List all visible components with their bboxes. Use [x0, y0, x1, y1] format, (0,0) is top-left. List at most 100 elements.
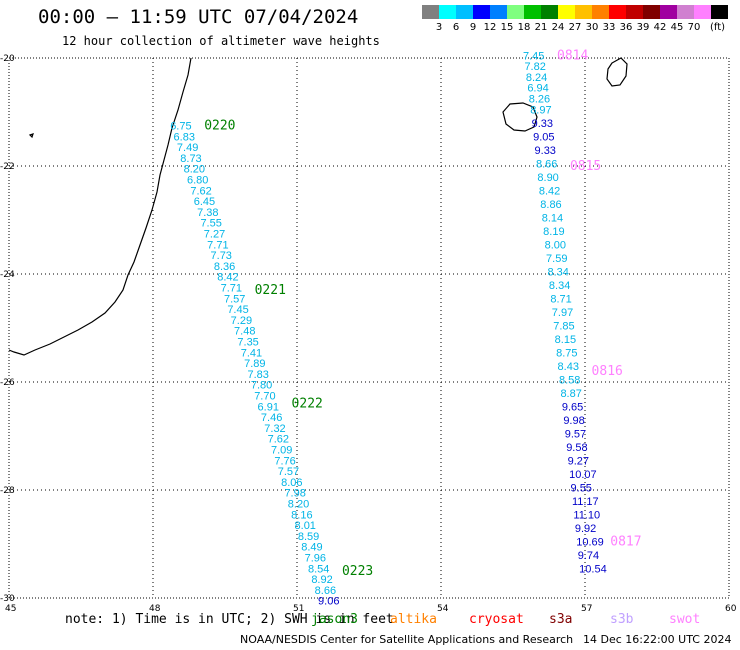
wave-height-value: 9.06 — [318, 596, 339, 608]
wave-height-value: 7.85 — [553, 320, 574, 332]
wave-height-value: 10.07 — [569, 469, 597, 481]
pass-time-label: 0814 — [557, 48, 588, 63]
pass-time-label: 0220 — [204, 119, 235, 134]
latitude-label: -24 — [0, 270, 15, 280]
legend-tick-label: 6 — [452, 22, 460, 33]
wave-height-value: 8.71 — [550, 293, 571, 305]
mission-name: s3a — [549, 612, 573, 627]
wave-height-value: 7.35 — [237, 337, 258, 349]
wave-height-value: 8.20 — [288, 499, 309, 511]
coastlines — [8, 57, 628, 356]
pass-time-label: 0815 — [570, 159, 601, 174]
wave-height-value: 8.58 — [559, 374, 580, 386]
latitude-label: -22 — [0, 162, 15, 172]
pass-track-east: 7.457.828.246.948.268.979.339.059.338.66… — [523, 48, 642, 575]
wave-height-value: 8.54 — [308, 563, 329, 575]
wave-height-value: 7.71 — [221, 283, 242, 295]
wave-height-value: 7.57 — [224, 293, 245, 305]
legend-tick-label: 15 — [500, 22, 514, 33]
wave-height-value: 7.82 — [524, 61, 545, 73]
wave-height-value: 8.59 — [298, 531, 319, 543]
wave-height-value: 6.45 — [194, 196, 215, 208]
wave-height-value: 8.42 — [217, 272, 238, 284]
wave-height-value: 9.74 — [578, 550, 599, 562]
pass-time-label: 0222 — [292, 397, 323, 412]
mission-name: cryosat — [469, 612, 524, 627]
wave-height-value: 11.10 — [573, 509, 600, 521]
longitude-label: 51 — [293, 604, 304, 614]
map-frame — [8, 57, 730, 599]
wave-height-value: 7.57 — [278, 466, 299, 478]
legend-tick-label: 45 — [670, 22, 684, 33]
reunion-island-outline — [502, 102, 538, 132]
wave-height-value: 9.33 — [532, 118, 553, 130]
wave-height-value: 8.49 — [301, 542, 322, 554]
pass-time-label: 0816 — [592, 364, 623, 379]
legend-swatch — [558, 5, 575, 19]
wave-height-value: 7.48 — [234, 326, 255, 338]
wave-height-value: 7.45 — [227, 304, 248, 316]
wave-height-value: 8.06 — [281, 477, 302, 489]
wave-height-value: 8.73 — [180, 153, 201, 165]
wave-height-value: 9.65 — [562, 401, 583, 413]
generation-timestamp: 14 Dec 16:22:00 UTC 2024 — [583, 633, 732, 646]
wave-height-value: 7.96 — [305, 553, 326, 565]
legend-tick-label: 3 — [435, 22, 443, 33]
legend-swatch — [609, 5, 626, 19]
legend-swatch — [711, 5, 728, 19]
latitude-label: -20 — [0, 54, 15, 64]
wave-height-value: 7.27 — [204, 229, 225, 241]
wave-height-value: 7.59 — [546, 253, 567, 265]
wave-height-value: 7.73 — [211, 250, 232, 262]
wave-height-value: 9.33 — [535, 145, 556, 157]
wave-height-value: 7.62 — [268, 434, 289, 446]
legend-tick-label: 12 — [483, 22, 497, 33]
legend-swatch — [660, 5, 677, 19]
legend-tick-label: 42 — [653, 22, 667, 33]
wave-height-value: 7.49 — [177, 142, 198, 154]
mission-name: jason3 — [311, 612, 358, 627]
wave-height-value: 6.91 — [258, 401, 279, 413]
wave-height-value: 9.57 — [565, 428, 586, 440]
mission-name: altika — [390, 612, 437, 627]
wave-height-value: 7.70 — [254, 391, 275, 403]
legend-swatch — [524, 5, 541, 19]
wave-height-value: 9.58 — [566, 442, 587, 454]
longitude-label: 57 — [581, 604, 592, 614]
legend-swatch — [694, 5, 711, 19]
wave-height-value: 7.55 — [200, 218, 221, 230]
legend-swatch — [626, 5, 643, 19]
longitude-label: 60 — [725, 604, 737, 614]
wave-height-value: 8.36 — [214, 261, 235, 273]
wave-height-value: 11.17 — [572, 496, 599, 508]
longitude-label: 45 — [5, 604, 16, 614]
wave-height-value: 8.16 — [291, 509, 312, 521]
wave-height-value: 7.71 — [207, 239, 228, 251]
wave-height-value: 8.42 — [539, 185, 560, 197]
wave-height-value: 7.38 — [197, 207, 218, 219]
wave-height-value: 6.80 — [187, 175, 208, 187]
graticule — [9, 58, 729, 598]
legend-tick-label: 21 — [534, 22, 548, 33]
longitude-label: 48 — [149, 604, 161, 614]
wave-height-color-legend: 3 6 9 12 15 18 21 24 27 30 33 36 39 42 45 70 (ft) — [422, 5, 728, 37]
wave-height-value: 9.98 — [563, 415, 584, 427]
mission-name: swot — [669, 612, 701, 627]
legend-swatch — [456, 5, 473, 19]
longitude-label: 54 — [437, 604, 449, 614]
wave-height-value: 8.66 — [315, 585, 336, 597]
wave-height-value: 8.24 — [526, 72, 547, 84]
legend-tick-label: 30 — [585, 22, 599, 33]
wave-height-value: 8.92 — [311, 574, 332, 586]
legend-swatch — [541, 5, 558, 19]
wave-height-value: 7.29 — [231, 315, 252, 327]
mauritius-island-outline — [606, 57, 628, 87]
latitude-label: -30 — [0, 594, 15, 604]
wave-height-value: 7.41 — [241, 347, 262, 359]
wave-height-value: 7.45 — [523, 50, 544, 62]
legend-tick-label: 18 — [517, 22, 531, 33]
wave-height-value: 7.46 — [261, 412, 282, 424]
wave-height-value: 6.75 — [170, 121, 191, 133]
wave-height-value: 6.94 — [527, 83, 548, 95]
